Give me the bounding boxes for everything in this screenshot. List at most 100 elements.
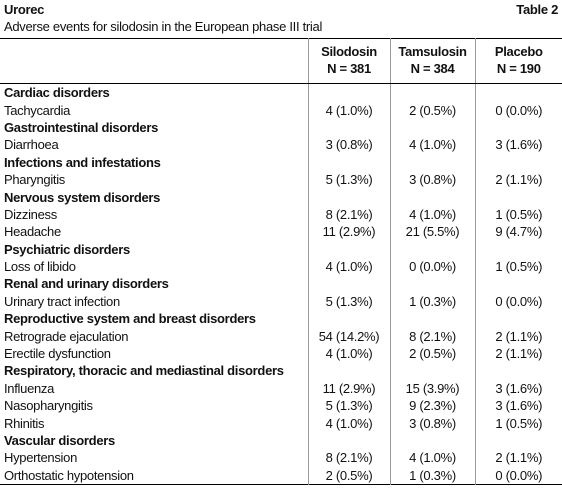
value-cell: 3 (1.6%) — [474, 379, 562, 398]
value-cell: 2 (1.1%) — [474, 327, 562, 345]
group-row: Infections and infestations — [0, 153, 562, 171]
value-cell: 4 (1.0%) — [307, 101, 390, 119]
group-name: Psychiatric disorders — [4, 241, 130, 257]
empty-cell — [474, 275, 562, 293]
value-cell: 4 (1.0%) — [307, 414, 390, 432]
empty-cell — [474, 83, 562, 102]
value-cell: 3 (1.6%) — [474, 136, 562, 154]
empty-cell — [389, 83, 475, 102]
group-row: Cardiac disorders — [0, 83, 562, 102]
header-row: Silodosin N = 381 Tamsulosin N = 384 Placebo… — [0, 38, 562, 84]
data-row: Dizziness 8 (2.1%) 4 (1.0%) 1 (0.5%) — [0, 205, 562, 224]
column-n: N = 384 — [410, 61, 455, 76]
empty-cell — [474, 240, 562, 258]
value-cell: 8 (2.1%) — [307, 449, 390, 467]
row-label: Dizziness — [4, 206, 57, 222]
empty-cell — [389, 310, 475, 328]
row-label: Loss of libido — [4, 259, 76, 275]
column-header: Placebo N = 190 — [474, 38, 562, 84]
empty-cell — [307, 83, 390, 102]
empty-cell — [474, 362, 562, 380]
subtitle: Adverse events for silodosin in the Euro… — [4, 19, 323, 34]
value-cell: 54 (14.2%) — [307, 327, 390, 345]
row-label: Pharyngitis — [4, 172, 66, 188]
empty-cell — [307, 118, 390, 137]
empty-cell — [389, 362, 475, 380]
data-row: Loss of libido 4 (1.0%) 0 (0.0%) 1 (0.5%) — [0, 257, 562, 276]
header-cell — [0, 38, 308, 84]
value-cell: 2 (1.1%) — [474, 344, 562, 363]
empty-cell — [474, 431, 562, 450]
column-n: N = 381 — [327, 61, 371, 76]
row-label: Hypertension — [4, 450, 77, 466]
data-row: Pharyngitis 5 (1.3%) 3 (0.8%) 2 (1.1%) — [0, 170, 562, 189]
row-label: Orthostatic hypotension — [4, 467, 134, 483]
value-cell: 8 (2.1%) — [307, 205, 390, 224]
empty-cell — [307, 431, 390, 450]
group-row: Respiratory, thoracic and mediastinal di… — [0, 362, 562, 380]
row-label: Retrograde ejaculation — [4, 328, 129, 344]
value-cell: 4 (1.0%) — [307, 344, 390, 363]
column-name: Silodosin — [321, 44, 377, 59]
group-name: Gastrointestinal disorders — [4, 119, 159, 135]
value-cell: 4 (1.0%) — [389, 449, 475, 467]
value-cell: 2 (0.5%) — [307, 466, 390, 485]
empty-cell — [307, 153, 390, 171]
value-cell: 21 (5.5%) — [389, 223, 475, 241]
data-row: Diarrhoea 3 (0.8%) 4 (1.0%) 3 (1.6%) — [0, 136, 562, 154]
data-row: Erectile dysfunction 4 (1.0%) 2 (0.5%) 2 (1… — [0, 344, 562, 363]
table-body: Cardiac disorders Tachycardia 4 (1.0%) 2 (0… — [0, 83, 562, 485]
value-cell: 3 (0.8%) — [389, 414, 475, 432]
value-cell: 0 (0.0%) — [474, 101, 562, 119]
row-label: Nasopharyngitis — [4, 398, 93, 414]
value-cell: 1 (0.5%) — [474, 205, 562, 224]
data-row: Nasopharyngitis 5 (1.3%) 9 (2.3%) 3 (1.6%) — [0, 397, 562, 415]
value-cell: 4 (1.0%) — [389, 136, 475, 154]
value-cell: 11 (2.9%) — [307, 379, 390, 398]
row-label: Urinary tract infection — [4, 293, 120, 309]
empty-cell — [389, 153, 475, 171]
empty-cell — [389, 188, 475, 206]
data-row: Rhinitis 4 (1.0%) 3 (0.8%) 1 (0.5%) — [0, 414, 562, 432]
value-cell: 0 (0.0%) — [474, 466, 562, 485]
value-cell: 1 (0.3%) — [389, 292, 475, 311]
empty-cell — [307, 240, 390, 258]
column-name: Placebo — [494, 44, 543, 59]
group-name: Vascular disorders — [4, 433, 115, 448]
value-cell: 1 (0.3%) — [389, 466, 475, 485]
value-cell: 9 (2.3%) — [389, 397, 475, 415]
empty-cell — [389, 431, 475, 450]
row-label: Headache — [4, 224, 61, 240]
value-cell: 11 (2.9%) — [307, 223, 390, 241]
column-n: N = 190 — [496, 61, 541, 76]
value-cell: 8 (2.1%) — [389, 327, 475, 345]
value-cell: 5 (1.3%) — [307, 170, 390, 189]
group-row: Psychiatric disorders — [0, 240, 562, 258]
empty-cell — [307, 362, 390, 380]
group-row: Renal and urinary disorders — [0, 275, 562, 293]
row-label: Erectile dysfunction — [4, 346, 111, 362]
column-header: Tamsulosin N = 384 — [389, 38, 475, 84]
column-name: Tamsulosin — [398, 44, 467, 59]
table: Silodosin N = 381 Tamsulosin N = 384 Placebo… — [0, 38, 562, 485]
value-cell: 3 (0.8%) — [307, 136, 390, 154]
value-cell: 2 (1.1%) — [474, 449, 562, 467]
value-cell: 3 (1.6%) — [474, 397, 562, 415]
data-row: Orthostatic hypotension 2 (0.5%) 1 (0.3%) 0… — [0, 466, 562, 485]
value-cell: 3 (0.8%) — [389, 170, 475, 189]
value-cell: 9 (4.7%) — [474, 223, 562, 241]
group-name: Infections and infestations — [4, 154, 161, 170]
group-name: Respiratory, thoracic and mediastinal di… — [4, 363, 284, 379]
group-row: Reproductive system and breast disorders — [0, 310, 562, 328]
value-cell: 4 (1.0%) — [389, 205, 475, 224]
value-cell: 5 (1.3%) — [307, 292, 390, 311]
value-cell: 1 (0.5%) — [474, 414, 562, 432]
row-label: Rhinitis — [4, 415, 45, 431]
empty-cell — [307, 188, 390, 206]
data-row: Retrograde ejaculation 54 (14.2%) 8 (2.1%)… — [0, 327, 562, 345]
value-cell: 0 (0.0%) — [474, 292, 562, 311]
group-name: Renal and urinary disorders — [4, 276, 169, 292]
value-cell: 15 (3.9%) — [389, 379, 475, 398]
table-label: Table 2 — [516, 2, 558, 17]
